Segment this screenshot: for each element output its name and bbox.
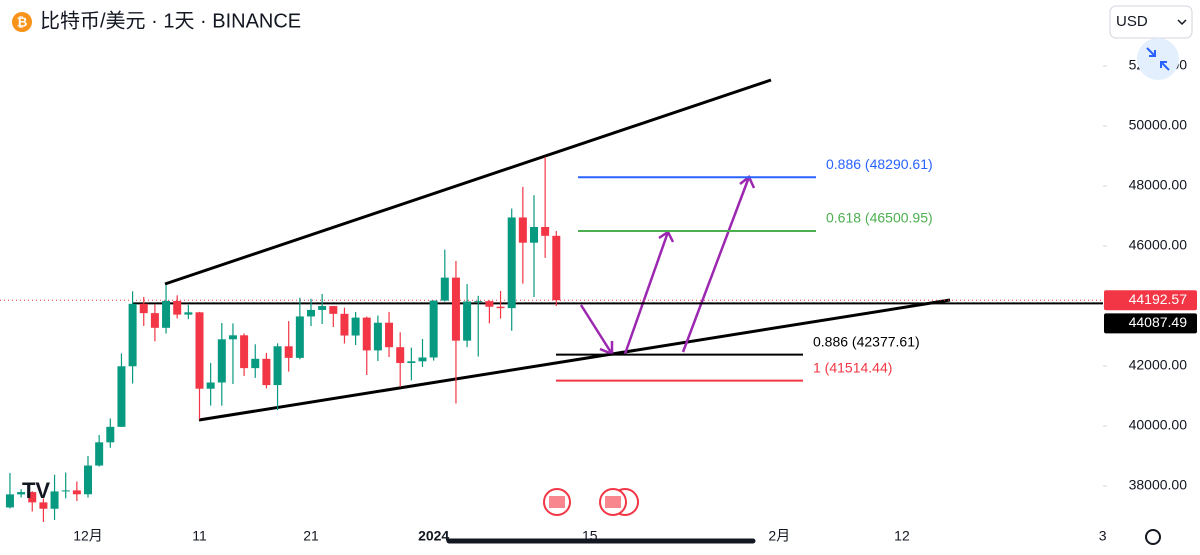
price-label: 44087.49	[1129, 314, 1188, 330]
fib-label: 0.886 (42377.61)	[813, 333, 920, 349]
candle-body	[329, 306, 338, 314]
candle-body	[139, 303, 148, 314]
candle-body	[318, 306, 327, 310]
arrows	[579, 175, 756, 356]
candle-body	[385, 322, 394, 348]
candle-body	[162, 300, 171, 328]
candle-body	[72, 490, 81, 495]
candle-body	[552, 235, 561, 301]
candle-body	[351, 317, 360, 336]
fib-label: 1 (41514.44)	[813, 359, 892, 375]
arrow	[681, 175, 756, 353]
currency-select[interactable]	[1109, 5, 1193, 39]
candle-body	[84, 465, 92, 495]
collapse-button[interactable]	[1137, 38, 1179, 80]
tradingview-logo: TV	[22, 478, 50, 503]
collapse-icon	[1146, 47, 1170, 71]
candle-body	[39, 502, 48, 509]
chevron	[1177, 19, 1187, 26]
candle-body	[106, 426, 115, 443]
candle-body	[262, 358, 271, 386]
candle-body	[307, 309, 315, 317]
fib-label: 0.618 (46500.95)	[826, 210, 933, 226]
candle-body	[150, 313, 159, 328]
candle-body	[463, 301, 472, 341]
candle-body	[295, 316, 304, 358]
candle-body	[407, 361, 416, 364]
candle-body	[418, 357, 427, 362]
currency-label: USD	[1116, 13, 1148, 30]
fib-label: 0.886 (48290.61)	[826, 156, 933, 172]
candle-body	[340, 313, 349, 336]
settings-button[interactable]	[1145, 529, 1161, 545]
candle-body	[507, 217, 516, 309]
event-flags	[543, 488, 639, 516]
candle-body	[50, 491, 59, 509]
candle-body	[28, 492, 37, 503]
candle-body	[173, 300, 182, 315]
candle-body	[496, 306, 505, 309]
candle-body	[518, 217, 527, 243]
y-tick-label: 38000.00	[1129, 477, 1188, 493]
price-label-box	[1104, 290, 1197, 311]
candle-body	[284, 346, 293, 358]
candle-body	[373, 322, 382, 351]
trend-line	[164, 78, 772, 286]
x-tick-label: 2024	[418, 528, 449, 544]
candle-body	[128, 303, 137, 367]
candle-body	[541, 227, 550, 236]
x-tick-label: 21	[303, 528, 319, 544]
candle-body	[217, 339, 226, 383]
symbol-title: 比特币/美元 · 1天 · BINANCE	[40, 9, 301, 32]
y-tick-label: 48000.00	[1129, 177, 1188, 193]
flag-fill	[549, 496, 565, 508]
arrow	[579, 304, 614, 356]
candle-body	[95, 442, 104, 466]
candle-body	[273, 346, 282, 386]
x-tick-label: 12月	[73, 528, 103, 544]
x-tick-label: 12	[894, 528, 910, 544]
candle-body	[117, 366, 126, 427]
x-tick-label: 11	[192, 528, 207, 544]
candle-body	[17, 492, 26, 495]
candle-body	[184, 312, 193, 315]
candle-body	[228, 335, 237, 340]
y-tick-label: 40000.00	[1129, 417, 1188, 433]
candle-body	[206, 382, 215, 389]
x-tick-label: 3	[1099, 528, 1107, 544]
candle-body	[474, 301, 483, 303]
y-tick-label: 42000.00	[1129, 357, 1188, 373]
candle-body	[362, 317, 371, 351]
price-label-box	[1104, 313, 1197, 334]
candle-body	[485, 301, 494, 307]
arrow	[623, 230, 675, 355]
candle-body	[251, 358, 260, 369]
candle-body	[61, 490, 70, 492]
candle-body	[240, 335, 249, 369]
flag-fill	[605, 496, 621, 508]
x-tick-label: 2月	[768, 528, 790, 544]
candle-body	[195, 312, 204, 389]
candle-body	[440, 277, 449, 301]
bitcoin-symbol: ₿	[17, 14, 28, 29]
candle-body	[451, 277, 460, 341]
plot-area: 0.886 (48290.61) 0.618 (46500.95) 0.886 (4…	[0, 78, 1103, 522]
candle-body	[530, 227, 538, 243]
y-tick-label: 46000.00	[1129, 237, 1188, 253]
candle-body	[429, 300, 438, 358]
trend-line	[198, 298, 951, 422]
candle-body	[5, 494, 14, 508]
candle-body	[396, 347, 405, 364]
y-tick-label: 50000.00	[1129, 117, 1188, 133]
bitcoin-icon	[12, 12, 32, 32]
price-label: 44192.57	[1129, 291, 1188, 307]
